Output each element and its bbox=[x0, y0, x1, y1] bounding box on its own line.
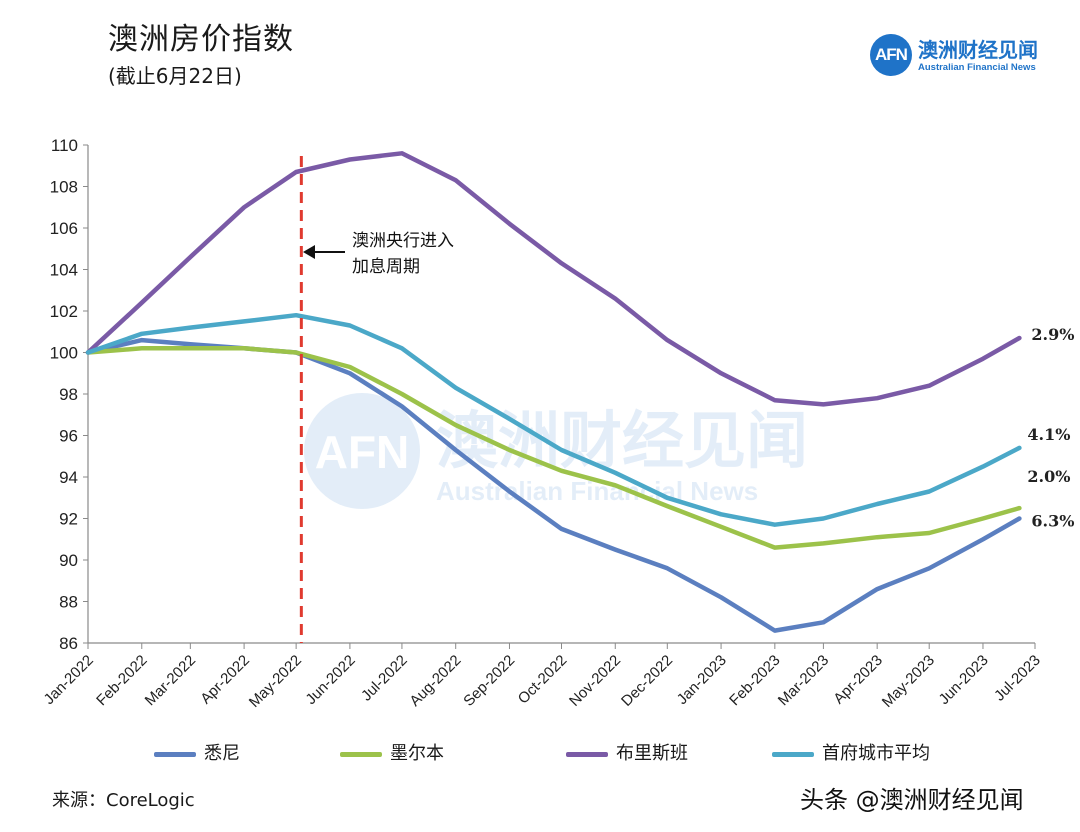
end-label-sydney: 6.3% bbox=[1031, 512, 1074, 531]
x-tick-label: Nov-2022 bbox=[566, 652, 624, 710]
x-tick-label: Jun-2022 bbox=[302, 652, 358, 708]
y-tick-label: 88 bbox=[59, 593, 78, 612]
legend-label-brisbane: 布里斯班 bbox=[616, 743, 688, 764]
source-note: 来源：CoreLogic bbox=[52, 790, 195, 811]
x-tick-label: Feb-2022 bbox=[93, 652, 150, 709]
legend-swatch-sydney bbox=[154, 751, 196, 757]
watermark-mark: AFN bbox=[315, 426, 410, 478]
watermark: AFN 澳洲财经见闻 Australian Financial News bbox=[304, 393, 808, 509]
legend-item-sydney: 悉尼 bbox=[154, 740, 240, 768]
y-tick-label: 108 bbox=[50, 178, 78, 197]
chart-subtitle: (截止6月22日) bbox=[108, 64, 242, 88]
legend-label-sydney: 悉尼 bbox=[204, 743, 240, 764]
y-tick-label: 96 bbox=[59, 427, 78, 446]
chart-legend: 悉尼 墨尔本 布里斯班 首府城市平均 bbox=[0, 740, 1080, 770]
afn-logo-name-cn: 澳洲财经见闻 bbox=[918, 38, 1038, 62]
series-line-capitals bbox=[85, 312, 1022, 527]
series-line-brisbane bbox=[85, 151, 1022, 407]
end-label-capitals: 4.1% bbox=[1027, 425, 1070, 444]
legend-swatch-melbourne bbox=[340, 751, 382, 757]
y-tick-label: 110 bbox=[51, 136, 78, 155]
x-tick-label: Mar-2022 bbox=[142, 652, 199, 709]
y-tick-label: 104 bbox=[50, 261, 78, 280]
series-line-melbourne bbox=[85, 346, 1022, 550]
x-tick-label: Jan-2023 bbox=[674, 652, 730, 708]
legend-item-brisbane: 布里斯班 bbox=[566, 740, 688, 768]
x-tick-label: Sep-2022 bbox=[460, 652, 518, 710]
y-tick-label: 90 bbox=[59, 551, 78, 570]
x-tick-label: Jul-2023 bbox=[991, 652, 1044, 705]
x-tick-label: Jan-2022 bbox=[41, 652, 97, 708]
legend-item-melbourne: 墨尔本 bbox=[340, 740, 444, 768]
x-tick-label: Jun-2023 bbox=[936, 652, 992, 708]
x-tick-label: May-2022 bbox=[246, 652, 305, 711]
watermark-name-cn: 澳洲财经见闻 bbox=[436, 404, 808, 477]
x-tick-label: Aug-2022 bbox=[407, 652, 465, 710]
rba-annotation: 澳洲央行进入 加息周期 bbox=[303, 231, 454, 277]
x-tick-label: Dec-2022 bbox=[618, 652, 676, 710]
x-tick-label: Feb-2023 bbox=[726, 652, 783, 709]
legend-swatch-brisbane bbox=[566, 751, 608, 757]
x-tick-label: Oct-2022 bbox=[515, 652, 571, 708]
chart-series bbox=[85, 151, 1022, 633]
y-tick-label: 94 bbox=[59, 468, 78, 487]
y-tick-label: 98 bbox=[59, 385, 78, 404]
y-tick-label: 92 bbox=[59, 510, 78, 529]
afn-logo-name-en: Australian Financial News bbox=[918, 62, 1036, 73]
y-tick-label: 100 bbox=[50, 344, 78, 363]
legend-label-melbourne: 墨尔本 bbox=[390, 743, 444, 764]
legend-item-capitals: 首府城市平均 bbox=[772, 740, 930, 768]
legend-label-capitals: 首府城市平均 bbox=[822, 743, 930, 764]
x-tick-label: May-2023 bbox=[879, 652, 938, 711]
chart-end-labels: 6.3% 2.0% 2.9% 4.1% bbox=[1027, 325, 1074, 531]
x-tick-label: Mar-2023 bbox=[775, 652, 832, 709]
y-tick-label: 106 bbox=[50, 219, 78, 238]
y-tick-label: 102 bbox=[50, 302, 78, 321]
toutiao-footer-mark: 头条 @澳洲财经见闻 bbox=[800, 786, 1024, 814]
chart-title: 澳洲房价指数 bbox=[108, 22, 294, 57]
x-tick-label: Jul-2022 bbox=[358, 652, 411, 705]
afn-logo-mark: AFN bbox=[870, 34, 912, 76]
end-label-brisbane: 2.9% bbox=[1031, 325, 1074, 344]
y-tick-label: 86 bbox=[59, 634, 78, 653]
legend-swatch-capitals bbox=[772, 751, 814, 757]
annotation-arrow-icon bbox=[303, 245, 315, 259]
watermark-circle bbox=[304, 393, 420, 509]
annotation-line1: 澳洲央行进入 bbox=[352, 231, 454, 251]
afn-logo: AFN 澳洲财经见闻 Australian Financial News bbox=[870, 34, 1060, 78]
annotation-line2: 加息周期 bbox=[352, 257, 420, 277]
end-label-melbourne: 2.0% bbox=[1027, 467, 1070, 486]
